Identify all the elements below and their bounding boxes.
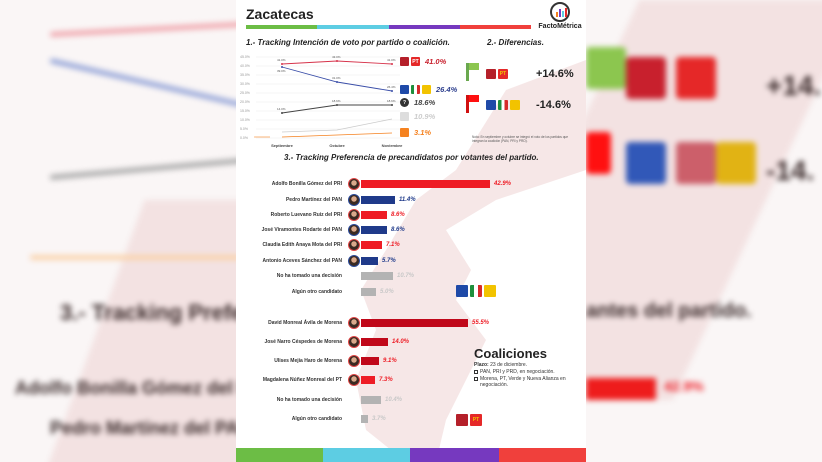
pan-logo-icon bbox=[400, 85, 409, 94]
svg-text:31.0%: 31.0% bbox=[332, 76, 341, 80]
pri-logo-icon bbox=[498, 100, 508, 110]
svg-text:Septiembre: Septiembre bbox=[271, 143, 294, 148]
svg-text:10.0%: 10.0% bbox=[240, 118, 250, 122]
prd-logo-icon bbox=[510, 100, 520, 110]
page-title: Zacatecas bbox=[246, 6, 314, 22]
vote-intention-line-chart: 45.0% 40.0% 35.0% 30.0% 25.0% 20.0% 15.0% 10.… bbox=[240, 55, 403, 148]
red-flag-icon bbox=[466, 95, 469, 113]
svg-text:Noviembre: Noviembre bbox=[382, 143, 403, 148]
svg-text:43.0%: 43.0% bbox=[332, 55, 341, 59]
pan-pri-prd-logos bbox=[456, 285, 496, 297]
pan-logo-icon bbox=[486, 100, 496, 110]
diff-plus-logos: PT bbox=[486, 69, 508, 79]
morena-logo-icon bbox=[486, 69, 496, 79]
diff-minus-logos bbox=[486, 100, 520, 110]
section1-title: 1.- Tracking Intención de voto por parti… bbox=[246, 38, 450, 47]
bar-row: Algún otro candidato 5.0% bbox=[291, 288, 394, 296]
bar-row: No ha tomado una decisión 10.7% bbox=[276, 272, 415, 280]
candidate-photo bbox=[348, 255, 360, 267]
svg-text:41.0%: 41.0% bbox=[387, 58, 396, 62]
mc-logo-icon bbox=[400, 128, 409, 137]
green-flag-icon bbox=[466, 63, 469, 81]
candidate-photo bbox=[348, 178, 360, 190]
svg-text:25.0%: 25.0% bbox=[240, 91, 250, 95]
pt-logo-icon: PT bbox=[470, 414, 482, 426]
pt-logo-icon: PT bbox=[498, 69, 508, 79]
magnifier-chart-icon bbox=[550, 2, 570, 22]
candidate-photo bbox=[348, 317, 360, 329]
svg-text:30.0%: 30.0% bbox=[240, 82, 250, 86]
svg-text:20.0%: 20.0% bbox=[240, 100, 250, 104]
header-color-stripe bbox=[246, 25, 531, 29]
svg-text:Octubre: Octubre bbox=[329, 143, 345, 148]
bar-row: Algún otro candidato 3.7% bbox=[291, 415, 386, 423]
svg-text:18.6%: 18.6% bbox=[387, 99, 396, 103]
checkbox-icon bbox=[474, 376, 478, 381]
other-candidate-icon bbox=[400, 112, 409, 121]
bar-row: No ha tomado una decisión 10.4% bbox=[276, 396, 403, 404]
background-blur-right: +14. -14. antes del partido. 42.9% bbox=[586, 0, 822, 462]
svg-text:39.0%: 39.0% bbox=[277, 69, 286, 73]
candidate-photo bbox=[348, 355, 360, 367]
bar-row: Magdalena Núñez Monreal del PT 7.3% bbox=[236, 373, 393, 387]
footer-color-stripe bbox=[236, 448, 586, 462]
diff-note: Nota: En septiembre y octubre se integró… bbox=[472, 135, 569, 144]
svg-text:26.4%: 26.4% bbox=[387, 85, 396, 89]
candidate-photo bbox=[348, 209, 360, 221]
bar-row: José Narro Céspedes de Morena 14.0% bbox=[236, 335, 409, 349]
morena-logo-icon bbox=[400, 57, 409, 66]
candidate-photo bbox=[348, 336, 360, 348]
bar-row: Adolfo Bonilla Gómez del PRI 42.9% bbox=[236, 177, 511, 191]
prd-logo-icon bbox=[422, 85, 431, 94]
section3-title: 3.- Tracking Preferencia de precandidato… bbox=[284, 153, 539, 162]
legend-morena-pt: PT 41.0% bbox=[400, 57, 446, 66]
factometrica-logo: FactoMétrica bbox=[536, 2, 584, 30]
bar-row: Ulises Mejía Haro de Morena 9.1% bbox=[236, 354, 397, 368]
bar-row: Antonio Aceves Sánchez del PAN 5.7% bbox=[236, 254, 396, 268]
background-blur-left: 3.- Tracking Prefe Adolfo Bonilla Gómez … bbox=[0, 0, 236, 462]
bar-row: José Viramontes Rodarte del PAN 8.6% bbox=[236, 223, 405, 237]
candidate-photo bbox=[348, 194, 360, 206]
candidate-photo bbox=[348, 224, 360, 236]
svg-text:5.0%: 5.0% bbox=[240, 127, 248, 131]
coaliciones-title: Coaliciones bbox=[474, 346, 547, 361]
bar-row: David Monreal Ávila de Morena 55.5% bbox=[236, 316, 489, 330]
zacatecas-map-silhouette bbox=[356, 60, 586, 462]
svg-text:18.6%: 18.6% bbox=[332, 99, 341, 103]
question-icon: ? bbox=[400, 98, 409, 107]
svg-text:45.0%: 45.0% bbox=[240, 55, 250, 59]
section2-title: 2.- Diferencias. bbox=[487, 38, 544, 47]
diff-minus-value: -14.6% bbox=[536, 99, 571, 111]
svg-text:0.0%: 0.0% bbox=[240, 136, 248, 140]
prd-logo-icon bbox=[484, 285, 496, 297]
coaliciones-details: Plazo: 23 de diciembre. PAN, PRI y PRD, … bbox=[474, 362, 566, 389]
svg-text:40.0%: 40.0% bbox=[240, 64, 250, 68]
svg-text:41.0%: 41.0% bbox=[277, 58, 286, 62]
bar-row: Pedro Martínez del PAN 11.4% bbox=[236, 193, 416, 207]
infographic-page: Zacatecas FactoMétrica 1.- Tracking Inte… bbox=[236, 0, 586, 462]
legend-otros: 10.9% bbox=[400, 112, 435, 121]
legend-no-sabe: ? 18.6% bbox=[400, 98, 435, 107]
svg-text:35.0%: 35.0% bbox=[240, 73, 250, 77]
pan-logo-icon bbox=[456, 285, 468, 297]
morena-logo-icon bbox=[456, 414, 468, 426]
candidate-photo bbox=[348, 239, 360, 251]
candidate-photo bbox=[348, 374, 360, 386]
svg-text:14.0%: 14.0% bbox=[277, 107, 286, 111]
pri-logo-icon bbox=[470, 285, 482, 297]
svg-text:15.0%: 15.0% bbox=[240, 109, 250, 113]
checkbox-icon bbox=[474, 369, 478, 374]
bar-row: Claudia Edith Anaya Mota del PRI 7.1% bbox=[236, 238, 400, 252]
legend-pan-pri-prd: 26.4% bbox=[400, 85, 457, 94]
diff-plus-value: +14.6% bbox=[536, 68, 574, 80]
legend-mc: 3.1% bbox=[400, 128, 431, 137]
bar-row: Roberto Luevano Ruiz del PRI 8.6% bbox=[236, 208, 405, 222]
pri-logo-icon bbox=[411, 85, 420, 94]
morena-pt-logos: PT bbox=[456, 414, 482, 426]
pt-logo-icon: PT bbox=[411, 57, 420, 66]
